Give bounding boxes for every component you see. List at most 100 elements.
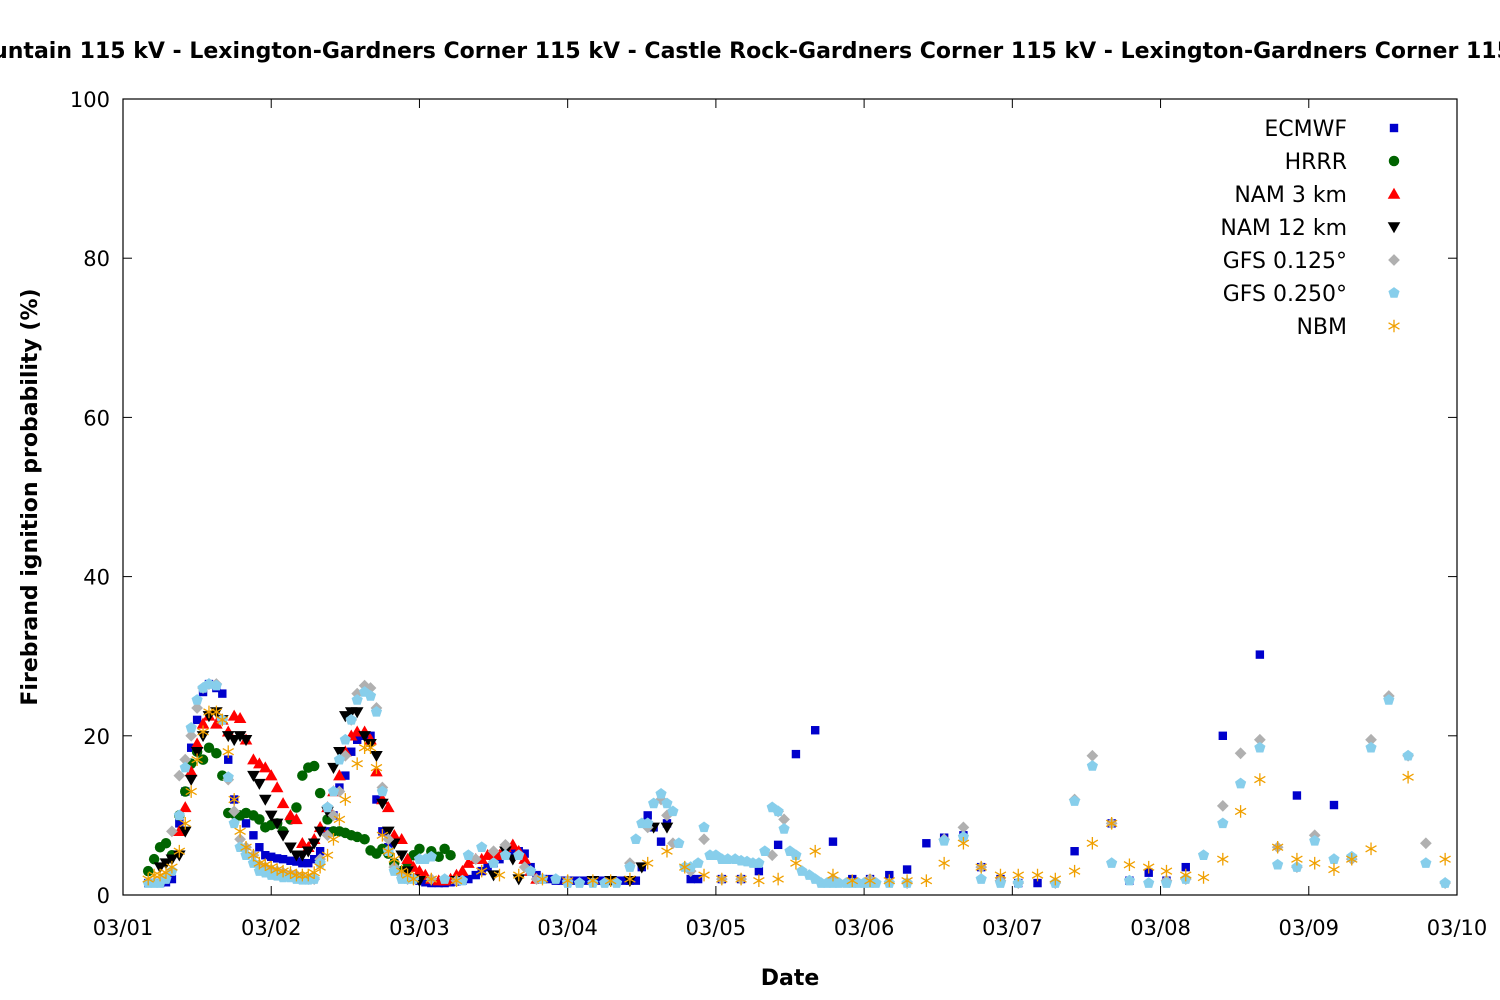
data-point [735,872,747,886]
data-point [692,857,704,868]
data-point [610,877,623,888]
data-point [173,809,185,821]
data-point [508,847,518,856]
data-point [197,725,209,739]
data-point [159,858,173,870]
data-point [350,707,364,719]
data-point [864,874,876,887]
data-point [247,770,260,782]
data-point [920,874,933,887]
data-point [425,872,438,886]
data-point [846,874,859,887]
data-point [994,877,1007,888]
data-point [994,868,1007,882]
data-point [624,872,636,886]
legend-label: NBM [1296,315,1347,340]
data-point [1439,852,1451,866]
data-point [1291,852,1303,866]
data-point [1068,864,1081,878]
data-point [178,826,192,838]
legend-label: GFS 0.125° [1223,249,1347,274]
data-point [211,748,222,759]
data-point [233,711,247,724]
data-point [364,690,377,701]
data-point [1105,817,1118,830]
data-point [587,874,599,887]
data-point [883,874,896,887]
data-point [185,721,197,733]
data-point [1143,877,1155,888]
data-point [191,694,203,705]
data-point [1253,733,1266,746]
data-point [339,793,352,806]
chart-title: Fountain 115 kV - Lexington-Gardners Cor… [0,39,1500,64]
data-point [276,797,290,809]
data-point [255,843,264,852]
data-point [827,868,839,882]
data-point [197,754,209,765]
data-point [148,853,160,865]
data-point [179,753,192,766]
data-point [667,805,679,817]
data-point [754,866,764,876]
data-point [561,874,574,887]
data-point [1345,852,1358,866]
data-point [228,805,241,818]
x-tick-label: 03/06 [834,916,895,940]
data-point [247,848,260,862]
data-point [641,856,654,870]
data-point [870,877,882,888]
data-point [333,746,346,759]
data-point [1012,868,1025,882]
legend-marker [1388,287,1400,298]
data-point [471,870,480,880]
data-point [160,838,172,849]
data-point [240,840,252,854]
data-point [1255,650,1265,659]
data-point [290,813,303,825]
data-point [1439,877,1451,888]
legend-marker [1387,187,1401,199]
data-point [450,874,463,887]
data-point [253,778,266,790]
data-point [499,849,512,860]
data-point [1179,868,1192,882]
data-point [1402,770,1414,784]
data-point [254,814,265,825]
data-point [345,714,357,725]
data-point [599,877,611,888]
y-tick-label: 40 [83,566,110,590]
data-point [267,852,276,861]
data-point [259,858,272,872]
data-point [258,794,272,806]
legend-marker [1387,222,1401,234]
data-point [314,860,326,874]
data-point [173,769,186,782]
data-point [493,868,506,882]
data-point [401,852,414,864]
data-point [228,817,240,829]
data-point [296,836,309,848]
data-point [536,872,549,886]
legend-marker [1388,319,1400,333]
data-point [166,825,178,838]
data-point [655,788,667,799]
data-point [545,874,555,884]
data-point [370,761,383,774]
data-point [382,844,395,858]
data-point [759,845,771,856]
data-point [1012,877,1024,888]
data-point [221,731,235,743]
data-point [619,876,629,885]
data-point [1086,836,1099,850]
data-point [1217,852,1229,866]
data-point [234,833,246,846]
data-point [203,742,215,753]
data-point [160,866,172,880]
data-point [1309,834,1321,846]
data-point [1235,777,1247,789]
data-point [630,833,642,845]
data-point [185,729,198,742]
data-point [1402,749,1414,761]
